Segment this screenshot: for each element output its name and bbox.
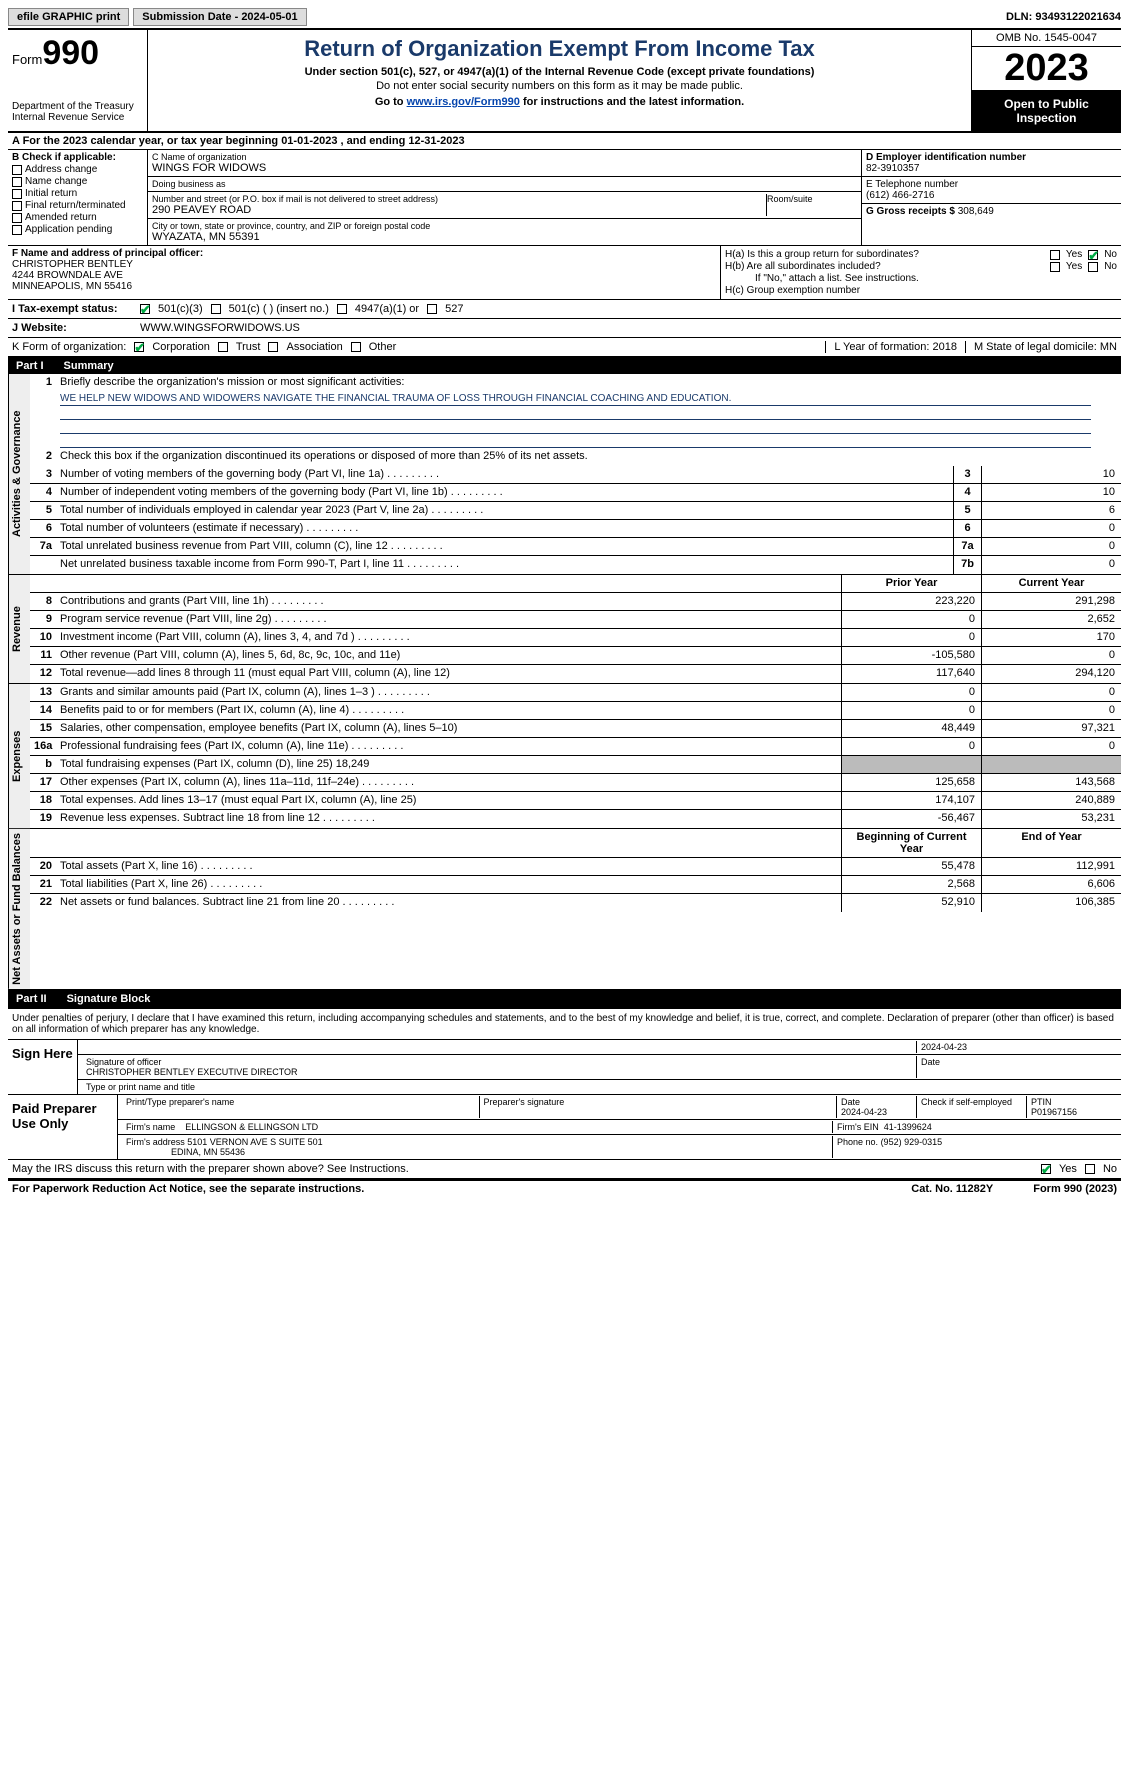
submission-date: Submission Date - 2024-05-01 — [133, 8, 306, 26]
chk-discuss-yes[interactable] — [1041, 1164, 1051, 1174]
goto-line: Go to www.irs.gov/Form990 for instructio… — [154, 96, 965, 108]
form-subtitle: Under section 501(c), 527, or 4947(a)(1)… — [154, 66, 965, 78]
chk-amended[interactable] — [12, 213, 22, 223]
mission-text: WE HELP NEW WIDOWS AND WIDOWERS NAVIGATE… — [60, 392, 1091, 406]
chk-initial-return[interactable] — [12, 189, 22, 199]
box-d-e-g: D Employer identification number 82-3910… — [861, 150, 1121, 245]
dln: DLN: 93493122021634 — [1006, 11, 1121, 23]
summary-governance: Activities & Governance 1Briefly describ… — [8, 374, 1121, 575]
sign-here-label: Sign Here — [8, 1040, 78, 1094]
part2-bar: Part IISignature Block — [8, 991, 1121, 1007]
summary-expenses: Expenses 13Grants and similar amounts pa… — [8, 684, 1121, 829]
page-footer: For Paperwork Reduction Act Notice, see … — [8, 1180, 1121, 1197]
form-subtitle2: Do not enter social security numbers on … — [154, 80, 965, 92]
chk-527[interactable] — [427, 304, 437, 314]
irs-link[interactable]: www.irs.gov/Form990 — [407, 96, 520, 108]
row-k-l-m: K Form of organization: Corporation Trus… — [8, 338, 1121, 358]
chk-corp[interactable] — [134, 342, 144, 352]
chk-name-change[interactable] — [12, 177, 22, 187]
chk-other[interactable] — [351, 342, 361, 352]
chk-hb-yes[interactable] — [1050, 262, 1060, 272]
chk-assoc[interactable] — [268, 342, 278, 352]
officer-signature: CHRISTOPHER BENTLEY EXECUTIVE DIRECTOR — [86, 1067, 298, 1077]
chk-discuss-no[interactable] — [1085, 1164, 1095, 1174]
perjury-declaration: Under penalties of perjury, I declare th… — [8, 1009, 1121, 1039]
omb-number: OMB No. 1545-0047 — [972, 30, 1121, 47]
summary-revenue: Revenue Prior YearCurrent Year 8Contribu… — [8, 575, 1121, 684]
tax-exempt-row: I Tax-exempt status: 501(c)(3) 501(c) ( … — [8, 300, 1121, 319]
part1-bar: Part ISummary — [8, 358, 1121, 374]
org-name: WINGS FOR WIDOWS — [152, 162, 857, 174]
chk-4947[interactable] — [337, 304, 347, 314]
tax-year-row: A For the 2023 calendar year, or tax yea… — [8, 133, 1121, 150]
dept-treasury: Department of the Treasury Internal Reve… — [12, 101, 143, 123]
chk-address-change[interactable] — [12, 165, 22, 175]
firm-phone: (952) 929-0315 — [881, 1137, 943, 1147]
chk-trust[interactable] — [218, 342, 228, 352]
street-address: 290 PEAVEY ROAD — [152, 204, 766, 216]
state-domicile: M State of legal domicile: MN — [965, 341, 1117, 353]
form-number: Form990 — [12, 34, 143, 73]
ein: 82-3910357 — [866, 163, 1117, 174]
form-header: Form990 Department of the Treasury Inter… — [8, 30, 1121, 133]
section-b-c-d: B Check if applicable: Address change Na… — [8, 150, 1121, 246]
gross-receipts: 308,649 — [958, 206, 994, 217]
telephone: (612) 466-2716 — [866, 190, 1117, 201]
box-h: H(a) Is this a group return for subordin… — [721, 246, 1121, 299]
chk-final-return[interactable] — [12, 201, 22, 211]
top-bar: efile GRAPHIC print Submission Date - 20… — [8, 8, 1121, 30]
chk-app-pending[interactable] — [12, 225, 22, 235]
form-title: Return of Organization Exempt From Incom… — [154, 36, 965, 62]
efile-print-button[interactable]: efile GRAPHIC print — [8, 8, 129, 26]
chk-ha-no[interactable] — [1088, 250, 1098, 260]
box-f: F Name and address of principal officer:… — [8, 246, 721, 299]
website-url: WWW.WINGSFORWIDOWS.US — [140, 322, 300, 334]
year-formation: L Year of formation: 2018 — [825, 341, 957, 353]
section-f-h: F Name and address of principal officer:… — [8, 246, 1121, 300]
tax-year: 2023 — [972, 47, 1121, 91]
ptin: P01967156 — [1031, 1107, 1077, 1117]
firm-name: ELLINGSON & ELLINGSON LTD — [185, 1122, 318, 1132]
box-c: C Name of organization WINGS FOR WIDOWS … — [148, 150, 861, 245]
paid-preparer-label: Paid Preparer Use Only — [8, 1095, 118, 1159]
chk-hb-no[interactable] — [1088, 262, 1098, 272]
form-990-page: efile GRAPHIC print Submission Date - 20… — [0, 0, 1129, 1205]
summary-netassets: Net Assets or Fund Balances Beginning of… — [8, 829, 1121, 991]
box-b: B Check if applicable: Address change Na… — [8, 150, 148, 245]
v3: 10 — [981, 466, 1121, 483]
website-row: J Website: WWW.WINGSFORWIDOWS.US — [8, 319, 1121, 338]
signature-block: Under penalties of perjury, I declare th… — [8, 1007, 1121, 1180]
officer-name: CHRISTOPHER BENTLEY — [12, 259, 716, 270]
chk-ha-yes[interactable] — [1050, 250, 1060, 260]
chk-501c[interactable] — [211, 304, 221, 314]
chk-501c3[interactable] — [140, 304, 150, 314]
open-inspection: Open to Public Inspection — [972, 91, 1121, 131]
firm-ein: 41-1399624 — [884, 1122, 932, 1132]
city-state-zip: WYAZATA, MN 55391 — [152, 231, 857, 243]
